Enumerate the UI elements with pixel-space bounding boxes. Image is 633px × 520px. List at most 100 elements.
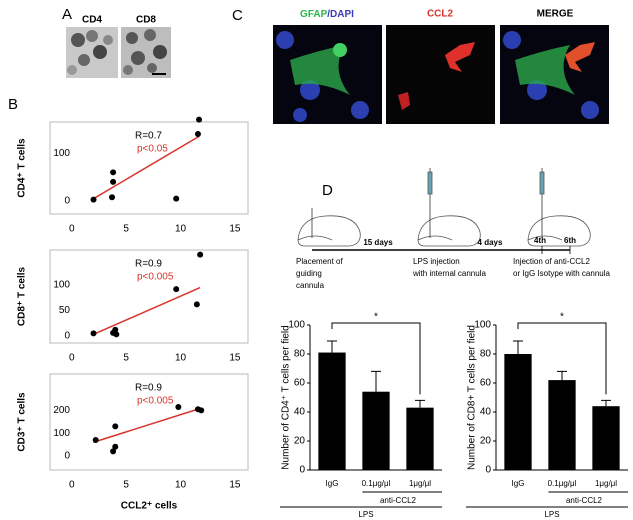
step-label: LPS injection [413, 257, 460, 266]
panel-label: A [62, 6, 72, 23]
y-tick-label: 20 [480, 436, 492, 447]
y-axis-label: Number of CD8+ T cells per field [467, 325, 478, 470]
x-axis-label: CCL2⁺ cells [121, 501, 178, 512]
y-tick-label: 100 [53, 428, 70, 439]
image-label: CD4 [82, 15, 102, 26]
x-tick-label: 0 [69, 224, 75, 235]
image-label: CCL2 [427, 9, 454, 20]
x-tick-label: 15 [229, 480, 241, 491]
data-point [112, 443, 119, 450]
y-axis-label: CD4⁺ T cells [17, 138, 28, 198]
y-tick-label: 0 [485, 465, 491, 476]
fit-line [93, 407, 202, 443]
panel-label: C [232, 7, 243, 24]
x-tick-label: 0 [69, 480, 75, 491]
x-tick-label: 1μg/μl [595, 479, 617, 488]
x-tick-label: 1μg/μl [409, 479, 431, 488]
y-tick-label: 100 [474, 320, 491, 331]
micrograph [66, 27, 118, 78]
label-part: GFAP [300, 9, 328, 20]
x-tick-label: IgG [326, 479, 339, 488]
bar [548, 380, 576, 470]
x-tick-label: 10 [175, 224, 187, 235]
y-tick-label: 200 [53, 405, 70, 416]
data-point [110, 169, 117, 176]
data-point [112, 326, 119, 333]
data-point [110, 448, 117, 455]
y-tick-label: 40 [294, 407, 306, 418]
y-tick-label: 100 [53, 148, 70, 159]
step-label: or IgG Isotype with cannula [513, 269, 610, 278]
x-tick-label: 10 [175, 353, 187, 364]
bar [406, 407, 434, 470]
fit-line [93, 286, 201, 336]
stat-r: R=0.9 [135, 383, 162, 394]
y-tick-label: 80 [480, 349, 492, 360]
significance-bracket [517, 322, 607, 395]
y-tick-label: 0 [299, 465, 305, 476]
error-bar [557, 370, 567, 381]
plot-frame [49, 373, 249, 471]
stat-p: p<0.005 [137, 396, 174, 407]
data-point [90, 330, 97, 337]
data-point [198, 407, 205, 414]
data-point [110, 178, 117, 185]
data-point [113, 331, 120, 338]
group-label: anti-CCL2 [566, 496, 603, 505]
bar [504, 354, 532, 470]
stat-r: R=0.9 [135, 259, 162, 270]
y-tick-label: 20 [294, 436, 306, 447]
data-point [173, 195, 180, 202]
group-label: anti-CCL2 [380, 496, 417, 505]
x-tick-label: 0.1μg/μl [362, 479, 391, 488]
plot-frame [49, 121, 249, 215]
image-label: CD8 [136, 15, 156, 26]
x-tick-label: 5 [123, 224, 129, 235]
fluorescence-image [500, 25, 609, 124]
error-bar [415, 399, 425, 408]
error-bar [513, 340, 523, 354]
y-tick-label: 100 [288, 320, 305, 331]
bar [592, 406, 620, 470]
step-label: Placement of [296, 257, 343, 266]
image-label: GFAP/DAPI [300, 9, 354, 20]
bar [318, 352, 346, 470]
micrograph [121, 27, 171, 78]
timeline-diagram [297, 168, 591, 254]
error-bar [371, 370, 381, 392]
y-axis-label: CD3⁺ T cells [17, 392, 28, 452]
y-tick-label: 100 [53, 280, 70, 291]
label-part: /DAPI [327, 9, 354, 20]
y-tick-label: 0 [64, 331, 70, 342]
data-point [196, 116, 203, 123]
data-point [193, 301, 200, 308]
significance-mark: * [560, 312, 564, 323]
x-tick-label: 5 [123, 480, 129, 491]
y-tick-label: 0 [64, 196, 70, 207]
y-tick-label: 60 [480, 378, 492, 389]
y-tick-label: 50 [59, 305, 71, 316]
fit-line [93, 135, 200, 200]
y-tick-label: 40 [480, 407, 492, 418]
significance-bracket [331, 322, 421, 395]
y-axis-label: Number of CD4⁺ T cells per field [281, 325, 292, 469]
step-label: with internal cannula [412, 269, 486, 278]
data-point [92, 436, 99, 443]
y-tick-label: 80 [294, 349, 306, 360]
data-point [175, 403, 182, 410]
x-tick-label: 15 [229, 224, 241, 235]
image-label: MERGE [537, 9, 574, 20]
panel-label: D [322, 182, 333, 199]
stat-r: R=0.7 [135, 131, 162, 142]
x-tick-label: 5 [123, 353, 129, 364]
data-point [173, 286, 180, 293]
fluorescence-image [386, 25, 495, 124]
step-label: guiding [296, 269, 322, 278]
step-label: cannula [296, 281, 325, 290]
step-label: Injection of anti-CCL2 [513, 257, 590, 266]
stat-p: p<0.005 [137, 272, 174, 283]
group-label: LPS [358, 510, 373, 519]
data-point [194, 130, 201, 137]
error-bar [601, 399, 611, 407]
bar [362, 391, 390, 470]
